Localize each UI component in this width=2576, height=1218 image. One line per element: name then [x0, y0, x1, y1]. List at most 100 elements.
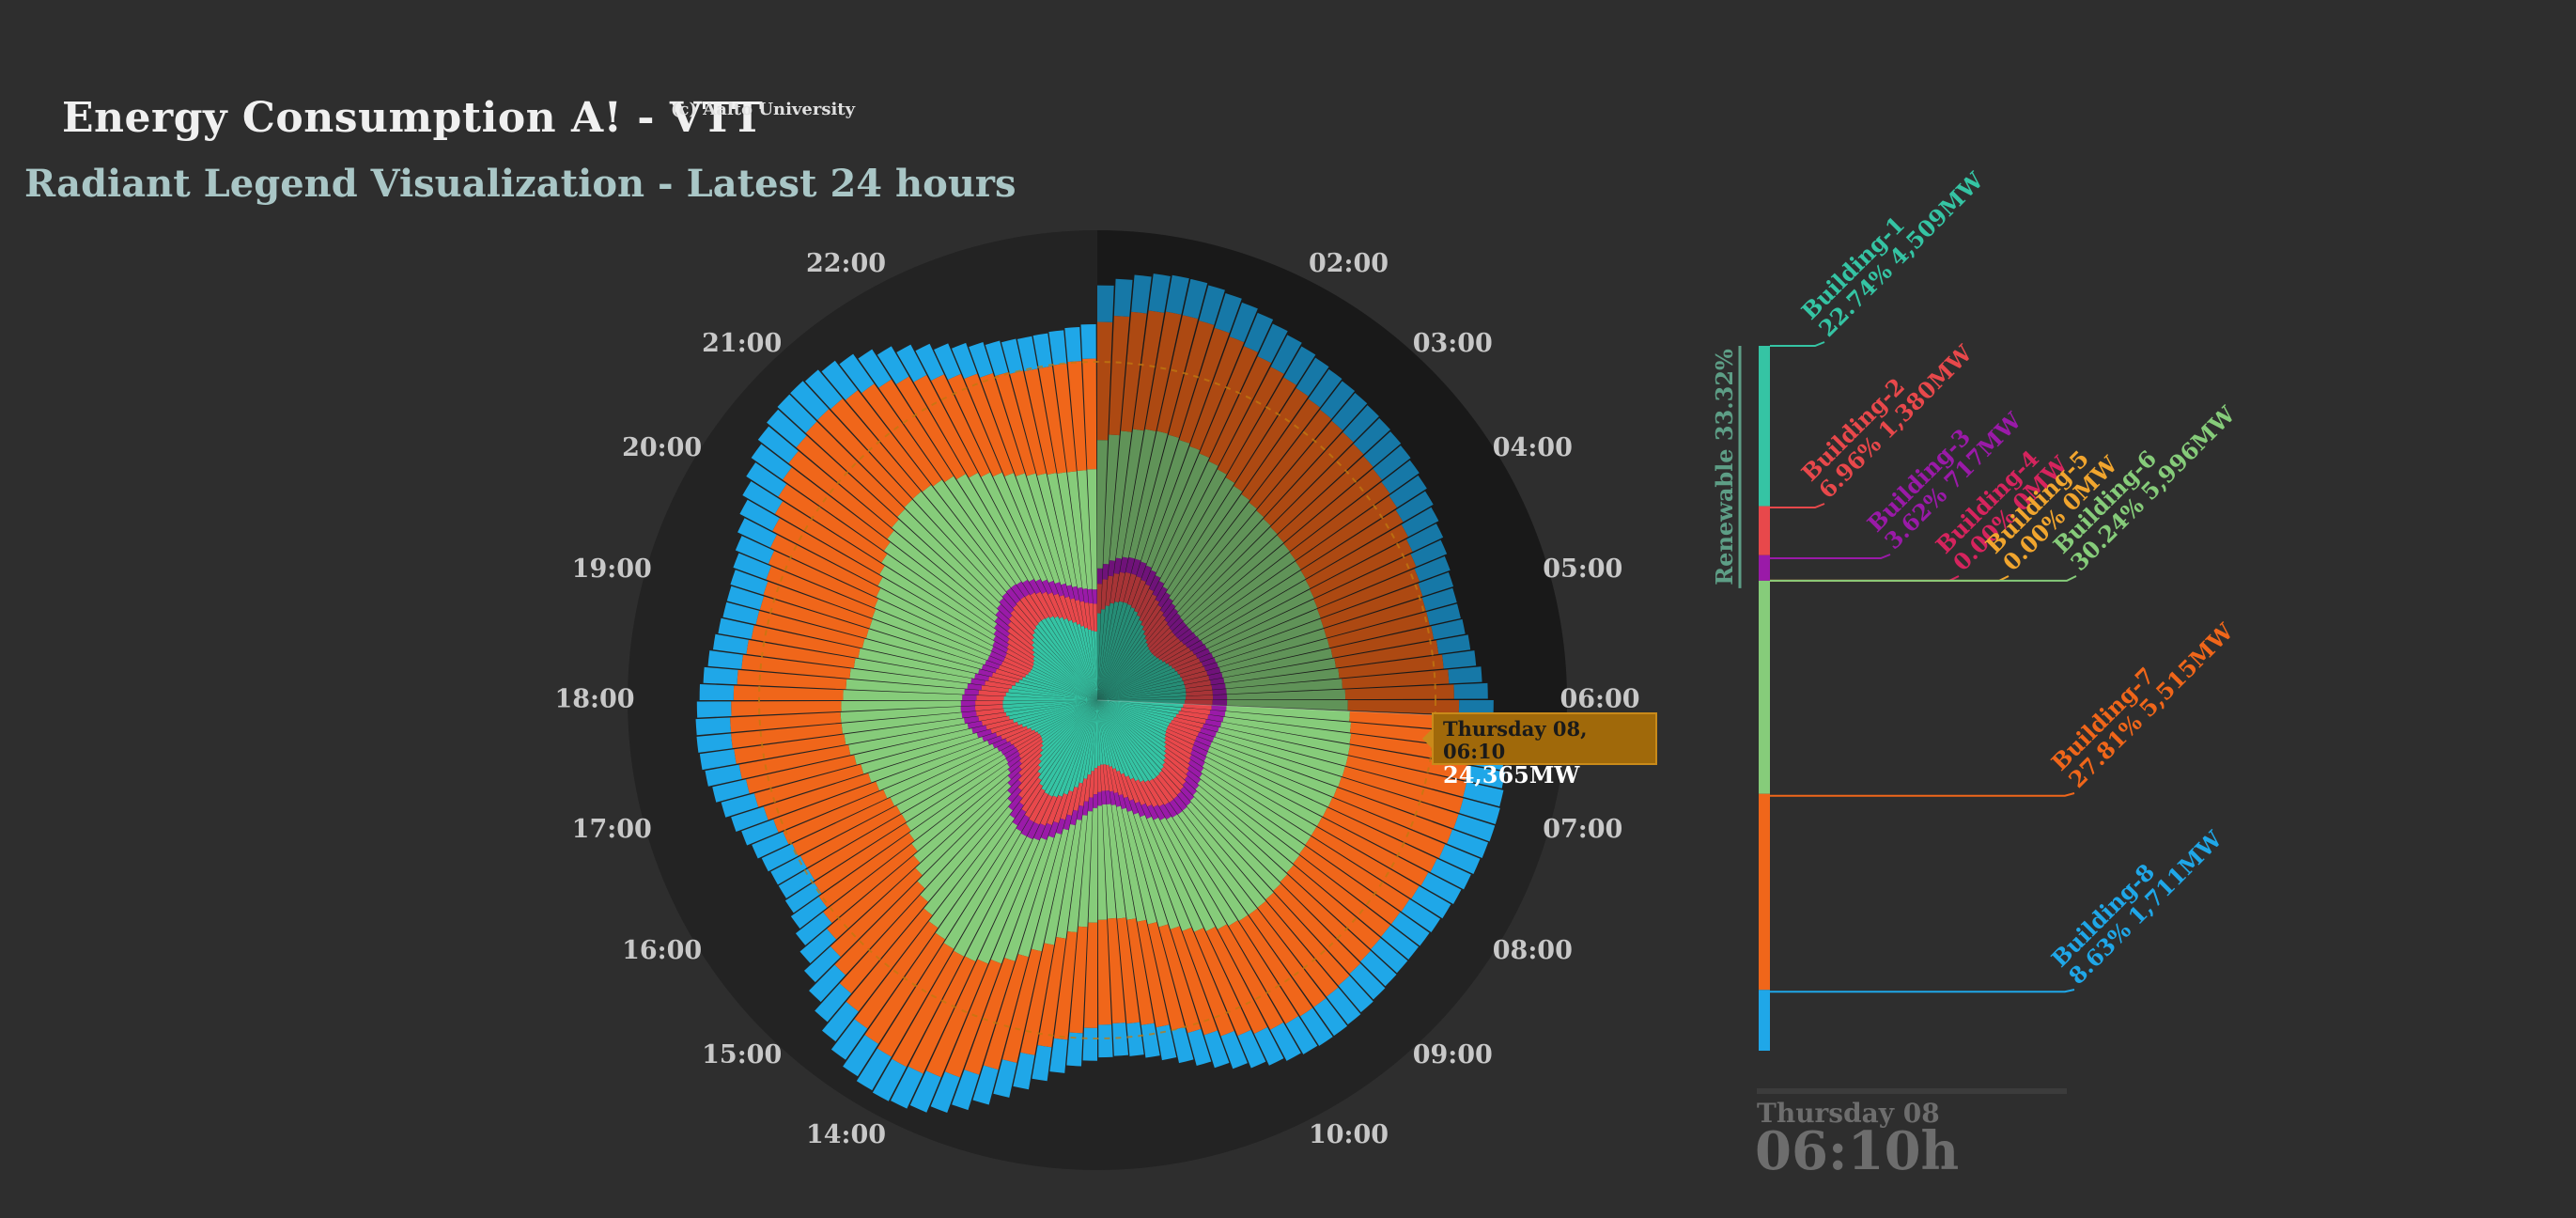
bar-segment	[1338, 976, 1373, 1013]
bar-segment	[1030, 669, 1097, 700]
bar-segment	[1069, 926, 1088, 1034]
legend-bar-segment	[1759, 554, 1770, 581]
bar-segment	[961, 710, 977, 718]
bar-segment	[1035, 623, 1097, 700]
bar-segment	[799, 929, 837, 963]
bar-segment	[1150, 632, 1175, 654]
bar-segment	[767, 409, 807, 448]
bar-segment	[1179, 666, 1206, 678]
bar-segment	[972, 1065, 999, 1105]
legend-leader-line	[1770, 792, 2075, 797]
bar-segment	[707, 650, 743, 669]
hour-tick-label: 22:00	[806, 249, 886, 278]
bar-segment	[1181, 632, 1197, 645]
bar-segment	[1149, 575, 1161, 591]
bar-segment	[1097, 657, 1160, 700]
bar-segment	[1226, 700, 1348, 710]
bar-segment	[1141, 599, 1160, 627]
bar-segment	[1105, 575, 1113, 606]
bar-segment	[1182, 806, 1266, 908]
bar-segment	[1079, 778, 1087, 806]
bar-segment	[896, 344, 927, 383]
bar-segment	[1097, 700, 1167, 757]
bar-segment	[1084, 627, 1097, 700]
bar-segment	[998, 664, 1027, 678]
bar-segment	[1123, 573, 1137, 603]
bar-segment	[1405, 523, 1444, 553]
bar-segment	[1097, 646, 1150, 700]
bar-segment	[1016, 581, 1030, 598]
bar-segment	[969, 341, 993, 378]
bar-segment	[1187, 759, 1204, 773]
hour-tick-label: 08:00	[1493, 936, 1573, 965]
bar-segment	[1130, 777, 1146, 805]
bar-segment	[1442, 650, 1477, 669]
bar-segment	[1019, 777, 1042, 805]
bar-segment	[1017, 758, 1042, 784]
bar-segment	[1177, 791, 1191, 806]
bar-segment	[1016, 814, 1030, 832]
bar-segment	[1220, 722, 1351, 756]
bar-segment	[1147, 922, 1186, 1031]
bar-segment	[1047, 473, 1078, 587]
bar-segment	[696, 701, 732, 718]
bar-segment	[1168, 723, 1200, 737]
bar-segment	[995, 610, 1012, 626]
bar-segment	[879, 565, 996, 641]
bar-segment	[1007, 779, 1022, 795]
bar-segment	[1067, 471, 1088, 589]
bar-segment	[1313, 554, 1417, 608]
bar-segment	[1156, 315, 1199, 434]
bar-segment	[1154, 818, 1216, 931]
bar-segment	[1153, 804, 1166, 820]
bar-segment	[1211, 683, 1226, 690]
bar-segment	[858, 648, 976, 679]
bar-segment	[737, 518, 777, 548]
hour-tick-label: 02:00	[1309, 249, 1389, 278]
bar-segment	[1097, 700, 1160, 777]
bar-segment	[1106, 764, 1114, 792]
bar-segment	[1070, 598, 1080, 625]
bar-segment	[1156, 1024, 1177, 1061]
bar-segment	[773, 781, 880, 833]
bar-segment	[1115, 429, 1144, 559]
bar-segment	[1189, 797, 1281, 891]
bar-segment	[1207, 599, 1318, 653]
bar-segment	[977, 837, 1040, 964]
bar-segment	[1018, 771, 1041, 799]
bar-segment	[1097, 655, 1157, 700]
hour-tick-label: 05:00	[1543, 554, 1622, 584]
bar-segment	[869, 618, 986, 665]
bar-segment	[1295, 495, 1398, 570]
bar-segment	[908, 763, 1010, 841]
bar-segment	[1049, 616, 1097, 700]
bar-segment	[1032, 333, 1052, 368]
bar-segment	[1021, 783, 1043, 812]
bar-segment	[1113, 557, 1122, 574]
bar-segment	[1171, 654, 1198, 669]
bar-segment	[730, 711, 842, 733]
bar-segment	[1349, 963, 1386, 1000]
legend-series-value: 22.74% 4,509MW	[1813, 166, 1989, 342]
bar-segment	[1097, 700, 1166, 765]
bar-segment	[1097, 613, 1101, 700]
bar-segment	[1132, 310, 1165, 431]
bar-segment	[1029, 579, 1041, 595]
bar-segment	[1344, 684, 1454, 700]
bar-segment	[1172, 502, 1257, 607]
bar-segment	[1431, 618, 1466, 640]
bar-segment	[960, 706, 976, 712]
legend-leader-line	[1770, 575, 2077, 582]
hour-tick-label: 09:00	[1413, 1040, 1493, 1070]
bar-segment	[830, 1019, 868, 1060]
legend-bar-segment	[1759, 506, 1770, 555]
bar-segment	[1155, 461, 1218, 578]
bar-segment	[1103, 764, 1110, 791]
bar-segment	[1035, 579, 1047, 594]
hour-tick-label: 16:00	[622, 936, 702, 965]
bar-segment	[985, 680, 1013, 689]
bar-segment	[995, 724, 1023, 737]
bar-segment	[1097, 440, 1109, 569]
bar-segment	[761, 843, 799, 872]
bar-segment	[1305, 835, 1410, 912]
